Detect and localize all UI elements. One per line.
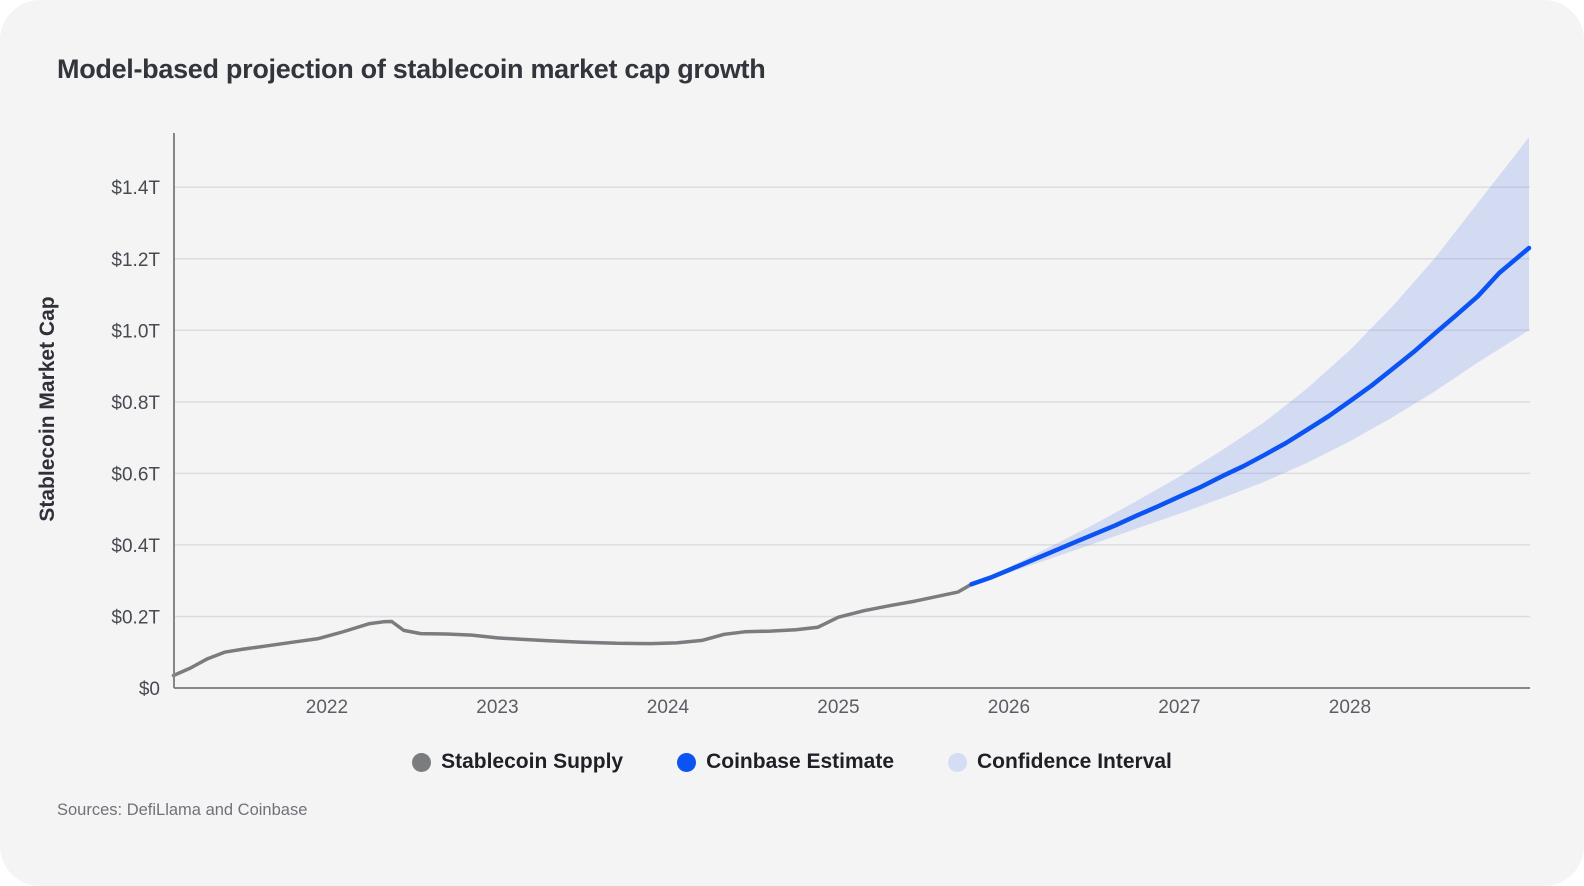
x-tick-label: 2025 bbox=[817, 697, 859, 718]
legend-item-stablecoin-supply: Stablecoin Supply bbox=[412, 750, 623, 774]
legend-dot-icon bbox=[677, 752, 697, 772]
y-tick-label: $1.2T bbox=[111, 250, 160, 271]
y-tick-label: $0 bbox=[139, 679, 160, 700]
y-tick-label: $1.4T bbox=[111, 178, 160, 199]
x-tick-label: 2027 bbox=[1158, 697, 1200, 718]
legend-dot-icon bbox=[412, 752, 432, 772]
x-tick-label: 2028 bbox=[1329, 697, 1371, 718]
historical-line bbox=[171, 582, 974, 678]
y-tick-label: $0.6T bbox=[111, 464, 160, 485]
chart-title: Model-based projection of stablecoin mar… bbox=[57, 54, 766, 84]
legend-dot-icon bbox=[948, 752, 968, 772]
sources-note: Sources: DefiLlama and Coinbase bbox=[57, 801, 308, 819]
y-tick-label: $0.2T bbox=[111, 607, 160, 628]
confidence-band bbox=[971, 137, 1529, 585]
x-tick-label: 2023 bbox=[476, 697, 518, 718]
x-tick-label: 2026 bbox=[988, 697, 1030, 718]
legend-item-coinbase-estimate: Coinbase Estimate bbox=[677, 750, 894, 774]
legend: Stablecoin Supply Coinbase Estimate Confid… bbox=[0, 750, 1584, 774]
y-tick-label: $1.0T bbox=[111, 321, 160, 342]
legend-label: Stablecoin Supply bbox=[441, 750, 624, 773]
x-tick-label: 2022 bbox=[306, 697, 348, 718]
legend-label: Coinbase Estimate bbox=[706, 750, 895, 773]
legend-item-confidence-interval: Confidence Interval bbox=[948, 750, 1172, 774]
x-tick-label: 2024 bbox=[647, 697, 690, 718]
y-tick-label: $0.8T bbox=[111, 393, 160, 414]
legend-label: Confidence Interval bbox=[977, 750, 1172, 773]
y-tick-label: $0.4T bbox=[111, 536, 160, 557]
estimate-line bbox=[969, 245, 1532, 587]
